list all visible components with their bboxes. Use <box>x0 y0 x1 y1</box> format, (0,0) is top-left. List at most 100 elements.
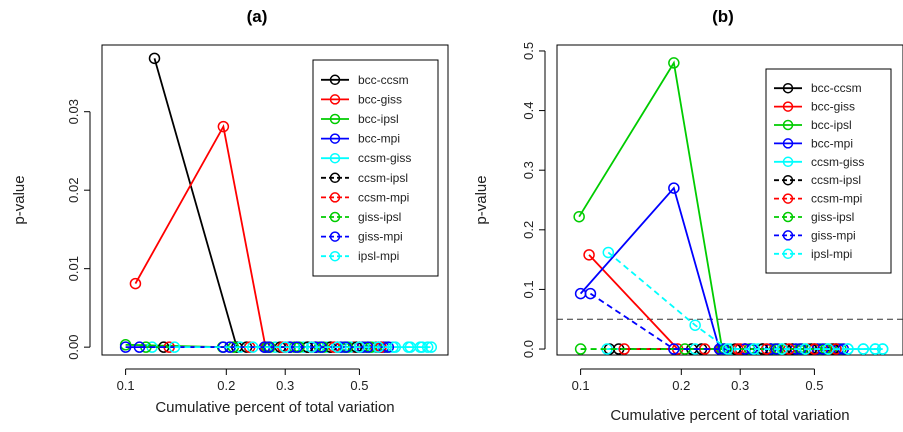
data-point <box>679 343 691 355</box>
legend-label: bcc-giss <box>358 92 402 106</box>
data-point <box>770 343 783 355</box>
legend-box <box>312 59 439 277</box>
panel-a: (a) 0.1 0.2 0.3 0.5 0.00 0.01 0.02 0.03 Cumulativ… <box>11 7 449 416</box>
legend-swatch-marker <box>782 193 794 204</box>
panel-title: (a) <box>247 7 268 26</box>
data-point <box>416 341 428 353</box>
x-tick-label: 0.3 <box>276 378 294 393</box>
legend-swatch-marker <box>329 133 341 144</box>
legend-label: giss-mpi <box>358 230 403 244</box>
legend-swatch-marker <box>329 152 341 164</box>
data-point <box>291 341 303 353</box>
y-tick-label: 0.01 <box>66 256 81 281</box>
legend-label: bcc-ccsm <box>811 81 862 95</box>
legend-swatch-marker <box>329 231 341 242</box>
x-tick-label: 0.5 <box>350 378 368 393</box>
x-tick-label: 0.3 <box>731 378 749 393</box>
data-point <box>421 341 434 353</box>
panel-title: (b) <box>712 7 734 26</box>
y-tick-label: 0.02 <box>66 178 81 203</box>
data-point <box>129 277 142 290</box>
data-point <box>148 52 161 65</box>
legend-label: giss-ipsl <box>358 210 401 224</box>
legend-swatch-marker <box>782 211 794 223</box>
data-point <box>602 246 615 259</box>
legend-label: ccsm-ipsl <box>811 173 861 187</box>
data-point <box>217 120 230 133</box>
legend-label: ccsm-mpi <box>811 192 862 206</box>
legend-label: bcc-mpi <box>811 136 853 150</box>
y-tick-label: 0.5 <box>521 42 536 60</box>
legend-swatch-marker <box>329 74 341 86</box>
data-point <box>668 57 680 69</box>
data-point <box>425 341 438 353</box>
data-point <box>776 343 788 355</box>
data-point <box>857 343 870 355</box>
legend-label: bcc-ipsl <box>811 118 852 132</box>
data-point <box>168 341 181 353</box>
legend: bcc-ccsm bcc-giss bcc-ipsl bcc-mpi ccsm-giss… <box>312 59 439 277</box>
legend-label: ccsm-mpi <box>358 190 409 204</box>
legend-swatch-marker <box>782 101 794 112</box>
legend-box <box>765 68 892 274</box>
plot-frame <box>556 44 903 356</box>
legend-swatch-marker <box>782 119 794 131</box>
y-tick-label: 0.00 <box>66 334 81 359</box>
data-point <box>779 343 792 355</box>
legend-label: ipsl-mpi <box>358 249 399 263</box>
data-point <box>574 343 587 355</box>
data-point <box>842 343 854 355</box>
legend-label: bcc-ipsl <box>358 112 399 126</box>
data-point <box>822 343 835 355</box>
legend-label: ccsm-ipsl <box>358 171 408 185</box>
legend-swatch-marker <box>782 156 794 168</box>
legend-swatch-marker <box>329 172 341 184</box>
legend-swatch-marker <box>329 113 341 125</box>
y-axis-label: p-value <box>11 175 28 224</box>
legend-label: ccsm-giss <box>811 155 864 169</box>
data-point <box>799 343 812 355</box>
legend-swatch-marker <box>329 94 341 105</box>
legend: bcc-ccsm bcc-giss bcc-ipsl bcc-mpi ccsm-giss… <box>765 68 892 274</box>
data-point <box>583 249 595 261</box>
x-tick-label: 0.2 <box>217 378 235 393</box>
data-point <box>721 343 734 355</box>
x-axis-label: Cumulative percent of total variation <box>610 407 849 424</box>
y-tick-label: 0.1 <box>521 280 536 298</box>
data-point <box>584 287 597 300</box>
data-point <box>389 341 402 353</box>
x-tick-label: 0.5 <box>805 378 823 393</box>
y-tick-label: 0.3 <box>521 161 536 179</box>
x-tick-label: 0.1 <box>117 378 135 393</box>
legend-swatch-marker <box>782 230 794 241</box>
legend-swatch-marker <box>782 248 794 260</box>
y-tick-label: 0.2 <box>521 221 536 239</box>
data-point <box>668 343 680 355</box>
data-point <box>698 343 711 355</box>
data-point <box>119 341 132 353</box>
data-point <box>869 343 881 355</box>
data-point <box>263 341 275 353</box>
panel-b: (b) 0.1 0.2 0.3 0.5 0.0 0.1 0.2 0.3 0.4 0.5 Cumulat… <box>473 7 903 424</box>
data-point <box>133 341 146 353</box>
data-point <box>618 343 630 355</box>
data-point <box>279 341 291 353</box>
legend-swatch-marker <box>329 211 341 223</box>
x-tick-label: 0.2 <box>672 378 690 393</box>
data-point <box>247 341 259 353</box>
data-layer <box>119 52 438 353</box>
legend-swatch-marker <box>329 250 341 262</box>
y-axis-label: p-value <box>473 175 490 224</box>
legend-label: ccsm-giss <box>358 151 411 165</box>
series-ipsl-mpi <box>602 246 889 355</box>
legend-swatch-marker <box>782 174 794 186</box>
legend-label: bcc-giss <box>811 100 855 114</box>
series-line <box>607 251 883 350</box>
data-point <box>339 341 352 353</box>
data-point <box>305 341 318 353</box>
data-point <box>876 343 889 355</box>
data-point <box>573 210 585 223</box>
legend-label: bcc-mpi <box>358 132 400 146</box>
